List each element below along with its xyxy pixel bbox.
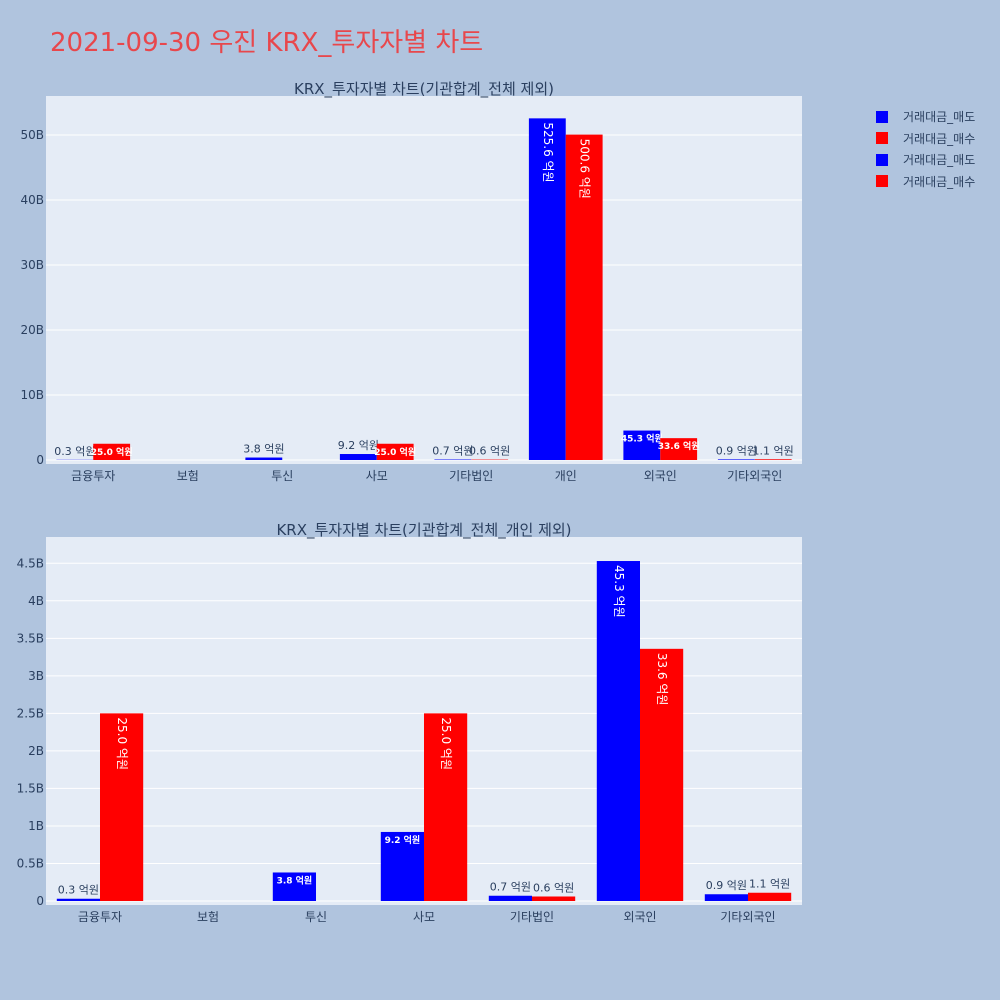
- x-tick-label: 보험: [177, 469, 199, 483]
- x-tick-label: 사모: [413, 910, 435, 924]
- legend-item-buy[interactable]: 거래대금_매수: [876, 128, 975, 150]
- plot-area: [46, 96, 802, 464]
- bar: [532, 896, 576, 901]
- x-tick-label: 개인: [555, 469, 577, 483]
- y-tick-label: 3.5B: [17, 631, 44, 645]
- data-label: 0.3 억원: [58, 884, 99, 897]
- x-tick-label: 기타법인: [510, 910, 554, 924]
- y-tick-label: 40B: [20, 193, 44, 207]
- data-label: 3.8 억원: [277, 874, 313, 886]
- legend-swatch: [876, 175, 888, 188]
- legend-item-buy-2[interactable]: 거래대금_매수: [876, 171, 975, 193]
- legend-label: 거래대금_매도: [903, 153, 976, 168]
- x-tick-label: 외국인: [623, 910, 656, 924]
- y-tick-label: 20B: [20, 323, 44, 337]
- legend-item-sell[interactable]: 거래대금_매도: [876, 106, 975, 128]
- bar: [623, 430, 661, 460]
- data-label: 45.3 억원: [621, 433, 663, 445]
- data-label: 9.2 억원: [385, 834, 421, 846]
- x-tick-label: 외국인: [644, 469, 677, 483]
- y-tick-label: 0: [36, 894, 44, 908]
- y-tick-label: 0: [36, 453, 44, 467]
- legend-swatch: [876, 132, 888, 145]
- data-label: 33.6 억원: [658, 440, 700, 452]
- x-tick-label: 금융투자: [71, 469, 115, 483]
- y-tick-label: 2.5B: [17, 706, 44, 720]
- y-tick-label: 3B: [28, 669, 44, 683]
- bar: [272, 872, 316, 901]
- data-label: 1.1 억원: [749, 878, 790, 891]
- bar: [660, 438, 698, 460]
- bar: [754, 459, 792, 460]
- chart-title: KRX_투자자별 차트(기관합계_전체 제외): [294, 80, 554, 99]
- y-tick-label: 4.5B: [17, 556, 44, 570]
- x-tick-label: 기타외국인: [720, 910, 775, 924]
- bar: [565, 134, 603, 461]
- bar: [245, 457, 283, 460]
- x-tick-label: 보험: [197, 910, 219, 924]
- data-label: 25.0 억원: [91, 446, 133, 458]
- bar: [748, 892, 792, 901]
- bar: [376, 443, 414, 460]
- x-tick-label: 투신: [305, 910, 327, 924]
- bar: [704, 894, 748, 901]
- data-label: 25.0 억원: [115, 717, 129, 770]
- x-tick-label: 사모: [366, 469, 388, 483]
- y-tick-label: 50B: [20, 128, 44, 142]
- data-label: 525.6 억원: [541, 122, 555, 182]
- y-tick-label: 10B: [20, 388, 44, 402]
- bar: [596, 561, 640, 901]
- data-label: 25.0 억원: [439, 717, 453, 770]
- data-label: 500.6 억원: [578, 139, 592, 199]
- legend-label: 거래대금_매수: [903, 174, 976, 189]
- bar: [339, 454, 377, 460]
- data-label: 0.6 억원: [533, 881, 574, 894]
- data-label: 0.9 억원: [716, 444, 757, 457]
- data-label: 0.7 억원: [432, 445, 473, 458]
- bar: [380, 831, 424, 901]
- x-tick-label: 기타외국인: [727, 469, 782, 483]
- data-label: 0.7 억원: [490, 881, 531, 894]
- data-label: 1.1 억원: [753, 444, 794, 457]
- legend-label: 거래대금_매도: [903, 110, 976, 125]
- x-tick-label: 투신: [271, 469, 293, 483]
- bar: [93, 443, 131, 460]
- bar: [528, 118, 566, 461]
- x-tick-label: 기타법인: [449, 469, 493, 483]
- y-tick-label: 4B: [28, 594, 44, 608]
- data-label: 0.9 억원: [706, 879, 747, 892]
- legend-swatch: [876, 153, 888, 166]
- bar: [717, 459, 755, 460]
- data-label: 33.6 억원: [655, 653, 669, 706]
- data-label: 25.0 억원: [374, 446, 416, 458]
- data-label: 0.3 억원: [54, 445, 95, 458]
- legend-swatch: [876, 110, 888, 123]
- data-label: 3.8 억원: [243, 443, 284, 456]
- bar: [56, 898, 100, 901]
- legend-item-sell-2[interactable]: 거래대금_매도: [876, 149, 975, 171]
- x-tick-label: 금융투자: [78, 910, 122, 924]
- data-label: 9.2 억원: [338, 439, 379, 452]
- page-title: 2021-09-30 우진 KRX_투자자별 차트: [50, 28, 484, 58]
- y-tick-label: 1.5B: [17, 781, 44, 795]
- y-tick-label: 1B: [28, 819, 44, 833]
- y-tick-label: 2B: [28, 744, 44, 758]
- bar: [100, 713, 144, 901]
- data-label: 45.3 억원: [612, 565, 626, 618]
- chart-title: KRX_투자자별 차트(기관합계_전체_개인 제외): [276, 521, 571, 540]
- legend[interactable]: 거래대금_매도 거래대금_매수 거래대금_매도 거래대금_매수: [876, 106, 975, 192]
- bar: [424, 713, 468, 901]
- y-tick-label: 30B: [20, 258, 44, 272]
- y-tick-label: 0.5B: [17, 856, 44, 870]
- bar: [640, 648, 684, 901]
- data-label: 0.6 억원: [469, 445, 510, 458]
- legend-label: 거래대금_매수: [903, 131, 976, 146]
- bar: [488, 895, 532, 901]
